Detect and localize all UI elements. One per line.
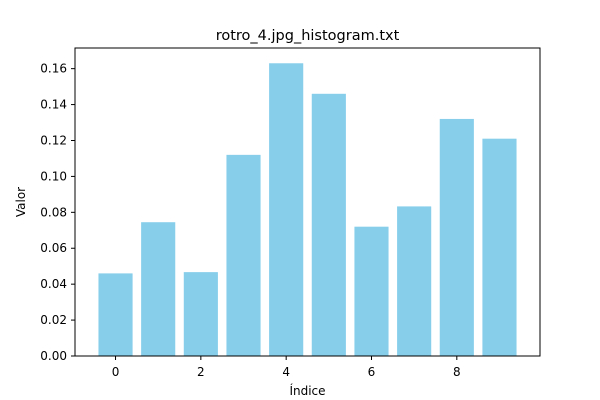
x-tick-label: 2: [197, 365, 205, 379]
bar-3: [226, 154, 261, 356]
x-axis-label: Índice: [289, 383, 325, 398]
y-tick-label: 0.00: [40, 349, 67, 363]
bar-9: [482, 138, 517, 356]
bar-0: [98, 273, 133, 356]
x-axis-ticks: 0 2 4 6 8: [112, 356, 461, 379]
y-axis-label: Valor: [14, 187, 28, 217]
y-tick-label: 0.06: [40, 241, 67, 255]
y-tick-label: 0.16: [40, 62, 67, 76]
bar-2: [183, 272, 218, 356]
bar-7: [397, 206, 432, 356]
y-tick-label: 0.14: [40, 98, 67, 112]
y-tick-label: 0.12: [40, 133, 67, 147]
y-axis-ticks: 0.00 0.02 0.04 0.06 0.08 0.10 0.12 0.14 0.16: [40, 62, 75, 363]
x-tick-label: 6: [368, 365, 376, 379]
bars-group: [98, 63, 517, 356]
bar-5: [311, 93, 346, 356]
plot-frame: [74, 47, 541, 357]
y-tick-label: 0.10: [40, 169, 67, 183]
x-tick-label: 8: [453, 365, 461, 379]
y-tick-label: 0.02: [40, 313, 67, 327]
bar-6: [354, 226, 389, 356]
x-tick-label: 4: [282, 365, 290, 379]
bar-8: [439, 118, 474, 356]
chart-title: rotro_4.jpg_histogram.txt: [216, 28, 400, 44]
x-tick-label: 0: [112, 365, 120, 379]
y-tick-label: 0.04: [40, 277, 67, 291]
bar-4: [269, 63, 304, 356]
bar-1: [141, 222, 176, 356]
y-tick-label: 0.08: [40, 205, 67, 219]
